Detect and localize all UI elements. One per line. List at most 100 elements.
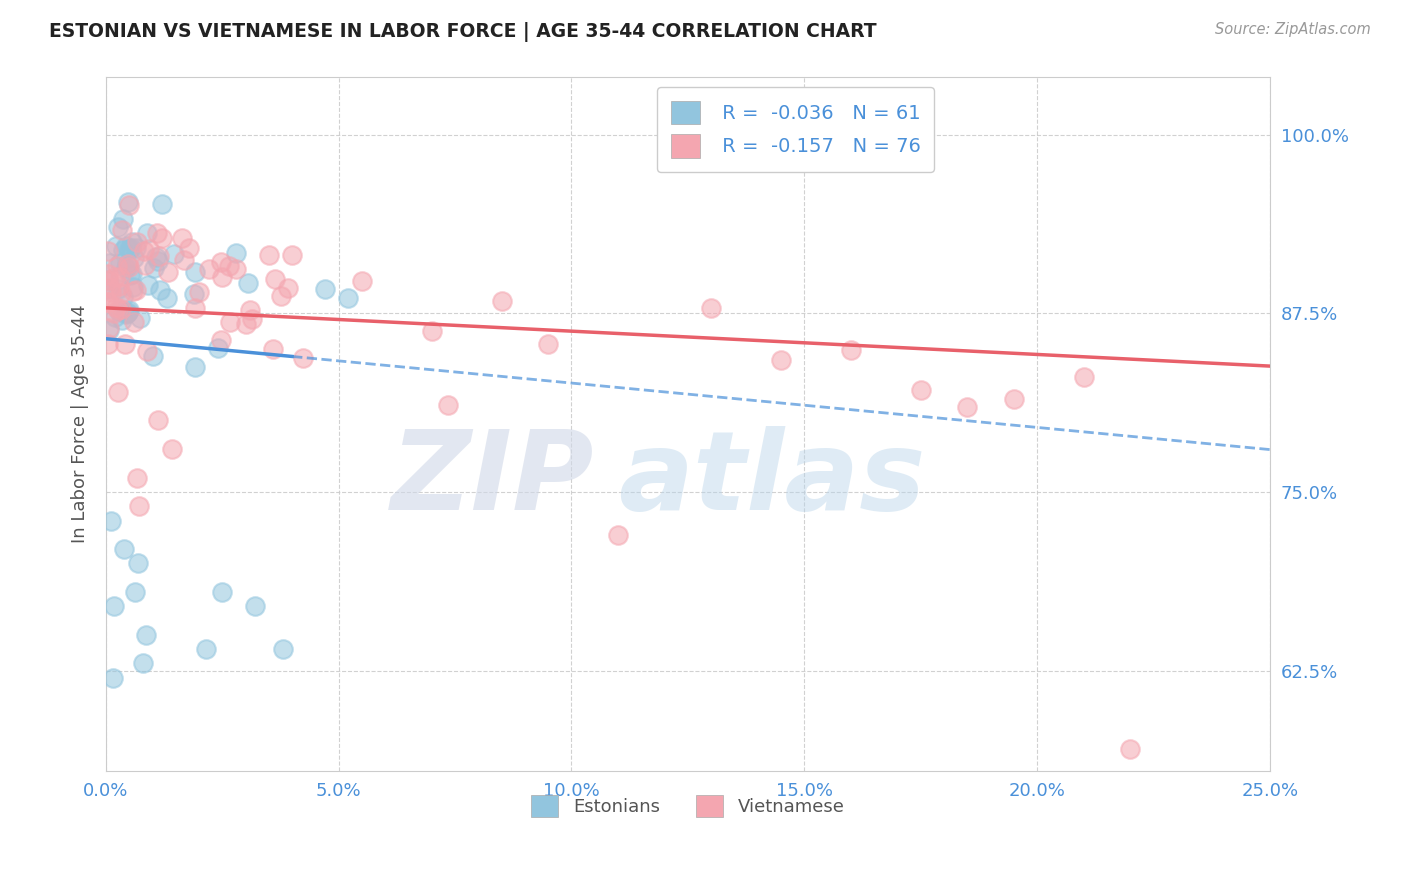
Y-axis label: In Labor Force | Age 35-44: In Labor Force | Age 35-44 [72, 305, 89, 543]
Point [117, 304, 139, 318]
Point [179, 241, 201, 255]
Point [132, 657, 155, 671]
Point [118, 242, 141, 256]
Point [97, 272, 120, 286]
Point [105, 259, 128, 273]
Point [132, 244, 155, 259]
Point [839, 343, 862, 357]
Point [607, 528, 630, 542]
Point [117, 257, 139, 271]
Point [118, 260, 141, 274]
Point [103, 671, 125, 685]
Point [420, 324, 443, 338]
Point [127, 471, 149, 485]
Point [103, 599, 125, 614]
Point [1119, 742, 1142, 756]
Point [129, 310, 152, 325]
Point [97, 323, 120, 337]
Point [117, 194, 139, 209]
Point [97, 295, 120, 310]
Point [125, 283, 148, 297]
Point [100, 281, 122, 295]
Point [122, 251, 145, 265]
Point [910, 383, 932, 397]
Point [127, 235, 149, 249]
Point [194, 642, 217, 657]
Point [183, 287, 205, 301]
Point [225, 246, 247, 260]
Point [124, 241, 146, 255]
Point [240, 312, 263, 326]
Point [124, 585, 146, 599]
Point [107, 384, 129, 399]
Point [150, 197, 173, 211]
Point [97, 337, 120, 351]
Point [257, 247, 280, 261]
Point [163, 247, 186, 261]
Point [118, 302, 141, 317]
Point [150, 231, 173, 245]
Point [134, 258, 156, 272]
Point [219, 315, 242, 329]
Point [142, 349, 165, 363]
Point [314, 282, 336, 296]
Point [270, 288, 292, 302]
Point [107, 219, 129, 234]
Point [108, 256, 131, 270]
Point [262, 342, 284, 356]
Point [97, 244, 120, 258]
Point [211, 585, 233, 599]
Point [142, 260, 165, 275]
Point [136, 226, 159, 240]
Point [128, 500, 150, 514]
Point [1002, 392, 1025, 406]
Point [121, 267, 143, 281]
Point [235, 318, 257, 332]
Point [107, 302, 129, 317]
Point [1073, 370, 1095, 384]
Point [108, 269, 131, 284]
Point [292, 351, 315, 366]
Point [956, 400, 979, 414]
Point [97, 256, 120, 270]
Point [184, 265, 207, 279]
Point [172, 230, 194, 244]
Point [110, 301, 132, 316]
Point [263, 272, 285, 286]
Point [107, 282, 129, 296]
Point [173, 252, 195, 267]
Point [336, 291, 359, 305]
Text: atlas: atlas [619, 426, 925, 533]
Point [537, 337, 560, 351]
Point [115, 307, 138, 321]
Point [209, 334, 232, 348]
Point [100, 285, 122, 299]
Point [114, 337, 136, 351]
Point [97, 282, 120, 296]
Point [100, 514, 122, 528]
Point [97, 294, 120, 309]
Point [148, 249, 170, 263]
Point [120, 241, 142, 255]
Point [135, 343, 157, 358]
Point [111, 223, 134, 237]
Point [114, 261, 136, 276]
Point [97, 273, 120, 287]
Point [104, 239, 127, 253]
Point [135, 628, 157, 642]
Point [183, 301, 205, 315]
Point [112, 244, 135, 258]
Point [110, 285, 132, 300]
Point [198, 261, 221, 276]
Point [491, 293, 513, 308]
Point [218, 260, 240, 274]
Point [149, 283, 172, 297]
Point [155, 291, 177, 305]
Point [207, 341, 229, 355]
Point [277, 280, 299, 294]
Point [121, 235, 143, 249]
Point [437, 398, 460, 412]
Point [157, 264, 180, 278]
Point [136, 277, 159, 292]
Point [104, 270, 127, 285]
